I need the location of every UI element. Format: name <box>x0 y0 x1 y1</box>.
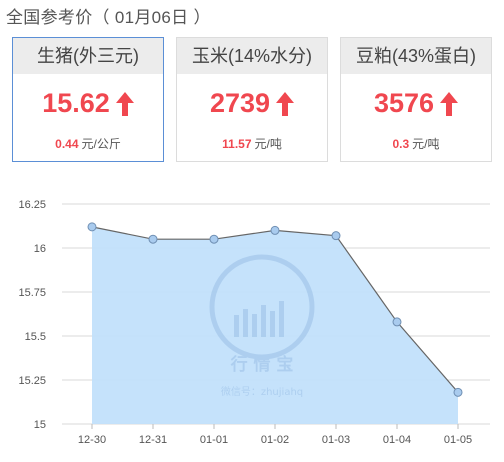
card-title: 生猪(外三元) <box>13 38 163 74</box>
change-unit: 元/公斤 <box>81 137 121 151</box>
card-soymeal[interactable]: 豆粕(43%蛋白) 3576 0.3 元/吨 <box>340 37 492 162</box>
x-tick-label: 01-01 <box>200 434 228 446</box>
watermark-wechat: 微信号：zhujiahq <box>221 385 303 398</box>
data-point <box>392 317 402 327</box>
up-arrow-icon <box>440 91 459 116</box>
x-tick-label: 01-04 <box>383 434 411 446</box>
card-change: 0.44 元/公斤 <box>13 135 163 152</box>
y-tick-label: 16.25 <box>18 199 46 211</box>
change-unit: 元/吨 <box>254 137 282 151</box>
card-price: 2739 <box>177 88 327 119</box>
card-price: 3576 <box>341 88 491 119</box>
watermark: 行 情 宝 微信号：zhujiahq <box>209 254 315 398</box>
price-value: 2739 <box>209 88 271 118</box>
card-change: 0.3 元/吨 <box>341 135 491 152</box>
up-arrow-icon <box>115 91 134 116</box>
price-chart-svg: 行 情 宝 微信号：zhujiahq 16.25 16 15.75 15.5 15.25… <box>18 199 490 446</box>
data-point <box>87 222 97 232</box>
data-point <box>331 231 341 241</box>
y-axis-ticks: 16.25 16 15.75 15.5 15.25 15 <box>18 199 46 431</box>
y-tick-label: 16 <box>34 243 46 255</box>
x-tick-label: 01-02 <box>261 434 289 446</box>
change-value: 0.3 <box>392 137 410 151</box>
x-tick-label: 01-05 <box>444 434 472 446</box>
price-cards: 生猪(外三元) 15.62 0.44 元/公斤 玉米(14%水分) 2739 11… <box>12 37 492 164</box>
page-title: 全国参考价（ 01月06日 ） <box>6 8 211 27</box>
y-tick-label: 15 <box>34 419 46 431</box>
price-value: 15.62 <box>42 88 110 118</box>
card-change: 11.57 元/吨 <box>177 135 327 152</box>
card-price: 15.62 <box>13 88 163 119</box>
data-point <box>209 234 219 244</box>
card-title: 豆粕(43%蛋白) <box>341 38 491 74</box>
x-tick-label: 12-31 <box>139 434 167 446</box>
card-title: 玉米(14%水分) <box>177 38 327 74</box>
chart-area-layer <box>92 226 458 424</box>
data-point <box>453 387 463 397</box>
price-chart: 行 情 宝 微信号：zhujiahq 16.25 16 15.75 15.5 15.25… <box>0 180 504 457</box>
data-point <box>148 234 158 244</box>
y-tick-label: 15.75 <box>18 287 46 299</box>
price-value: 3576 <box>373 88 435 118</box>
area-fill <box>92 226 458 424</box>
bar-chart-icon <box>234 301 284 337</box>
pig-logo-icon <box>209 254 315 360</box>
change-value: 11.57 <box>222 137 252 151</box>
x-tick-label: 12-30 <box>78 434 106 446</box>
change-unit: 元/吨 <box>412 137 440 151</box>
x-tick-label: 01-03 <box>322 434 350 446</box>
watermark-brand: 行 情 宝 <box>230 354 294 375</box>
change-value: 0.44 <box>55 137 79 151</box>
y-tick-label: 15.25 <box>18 375 46 387</box>
x-axis-ticks: 12-30 12-31 01-01 01-02 01-03 01-04 01-05 <box>78 424 472 446</box>
card-hog[interactable]: 生猪(外三元) 15.62 0.44 元/公斤 <box>12 37 164 162</box>
data-point <box>270 225 280 235</box>
y-tick-label: 15.5 <box>25 331 46 343</box>
card-corn[interactable]: 玉米(14%水分) 2739 11.57 元/吨 <box>176 37 328 162</box>
chart-points-layer <box>87 222 463 397</box>
up-arrow-icon <box>276 91 295 116</box>
